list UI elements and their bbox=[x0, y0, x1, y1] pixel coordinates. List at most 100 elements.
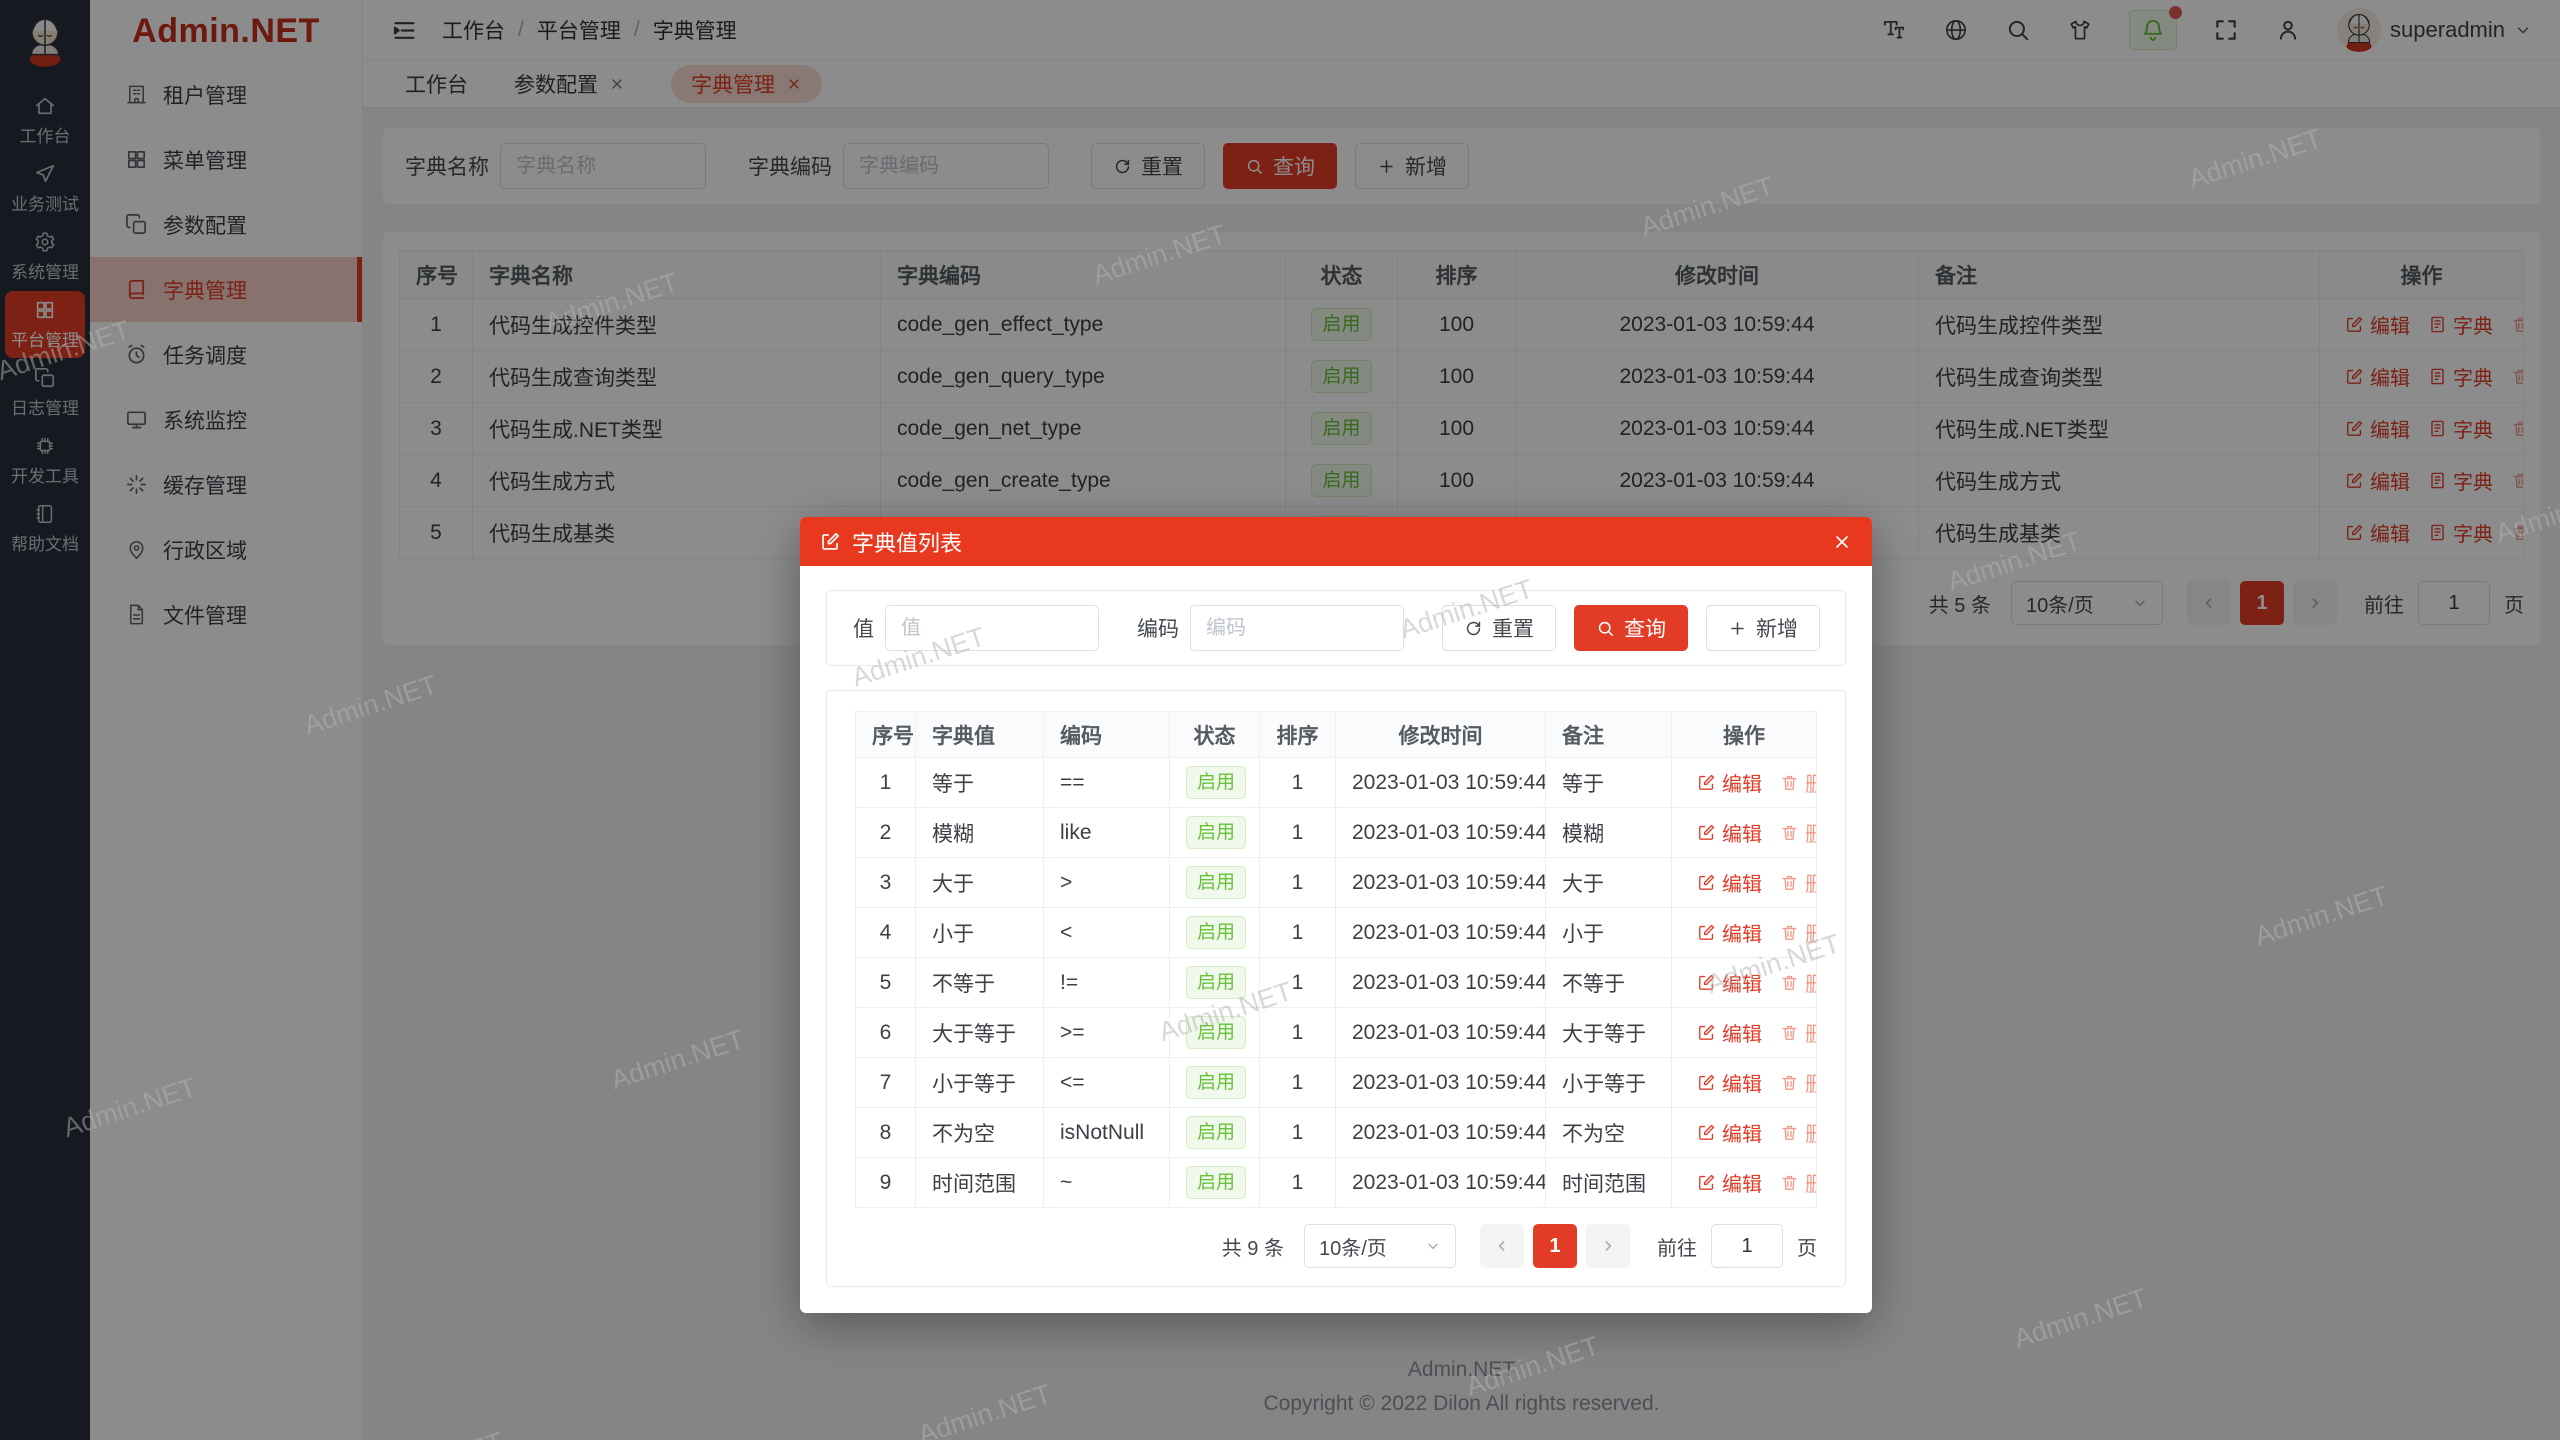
op-delete-link[interactable]: 删除 bbox=[1780, 968, 1816, 997]
page-size-select[interactable]: 10条/页 bbox=[2011, 581, 2163, 625]
tab-close-icon[interactable] bbox=[786, 76, 802, 92]
collapse-menu-icon[interactable] bbox=[391, 17, 418, 44]
prev-page-button[interactable] bbox=[2187, 581, 2231, 625]
breadcrumb-item[interactable]: 工作台 bbox=[442, 20, 505, 43]
add-button[interactable]: 新增 bbox=[1355, 143, 1469, 189]
op-delete-link[interactable]: 删除 bbox=[1780, 1068, 1816, 1097]
bell-icon[interactable] bbox=[2129, 6, 2183, 50]
shirt-icon[interactable] bbox=[2067, 17, 2093, 43]
op-edit-link[interactable]: 编辑 bbox=[2345, 466, 2410, 495]
dict-code-input[interactable] bbox=[843, 143, 1049, 189]
op-edit-link[interactable]: 编辑 bbox=[1697, 1118, 1762, 1147]
rail-item-gear[interactable]: 系统管理 bbox=[5, 223, 85, 290]
column-header: 操作 bbox=[2319, 250, 2524, 299]
op-delete-link[interactable]: 删除 bbox=[1780, 868, 1816, 897]
op-edit-link[interactable]: 编辑 bbox=[1697, 868, 1762, 897]
rail-item-send[interactable]: 业务测试 bbox=[5, 155, 85, 222]
op-delete-link[interactable]: 删除 bbox=[1780, 768, 1816, 797]
next-page-button[interactable] bbox=[2293, 581, 2337, 625]
op-edit-link[interactable]: 编辑 bbox=[2345, 414, 2410, 443]
rail-item-chip[interactable]: 开发工具 bbox=[5, 427, 85, 494]
sidebar-item-copy[interactable]: 参数配置 bbox=[90, 192, 362, 257]
tab-0[interactable]: 工作台 bbox=[405, 65, 468, 103]
op-delete-link[interactable]: 删除 bbox=[2511, 310, 2523, 339]
cell-status: 启用 bbox=[1169, 957, 1260, 1008]
op-dict-link[interactable]: 字典 bbox=[2428, 414, 2493, 443]
tab-1[interactable]: 参数配置 bbox=[514, 65, 625, 103]
sidebar-item-alarm[interactable]: 任务调度 bbox=[90, 322, 362, 387]
dict-icon bbox=[2428, 471, 2447, 490]
op-edit-link[interactable]: 编辑 bbox=[1697, 968, 1762, 997]
tab-label: 工作台 bbox=[405, 74, 468, 97]
op-delete-link[interactable]: 删除 bbox=[1780, 1018, 1816, 1047]
rail-item-home[interactable]: 工作台 bbox=[5, 87, 85, 154]
dialog-query-button[interactable]: 查询 bbox=[1574, 605, 1688, 651]
rail-item-grid[interactable]: 平台管理 bbox=[5, 291, 85, 358]
next-page-button[interactable] bbox=[1586, 1224, 1630, 1268]
tab-close-icon[interactable] bbox=[609, 76, 625, 92]
op-delete-link[interactable]: 删除 bbox=[1780, 818, 1816, 847]
sidebar-item-grid[interactable]: 菜单管理 bbox=[90, 127, 362, 192]
op-edit-link[interactable]: 编辑 bbox=[2345, 518, 2410, 547]
op-delete-link[interactable]: 删除 bbox=[1780, 1168, 1816, 1197]
op-edit-link[interactable]: 编辑 bbox=[1697, 818, 1762, 847]
sidebar-item-pin[interactable]: 行政区域 bbox=[90, 517, 362, 582]
op-edit-link[interactable]: 编辑 bbox=[1697, 918, 1762, 947]
op-dict-link[interactable]: 字典 bbox=[2428, 362, 2493, 391]
page-size-select[interactable]: 10条/页 bbox=[1304, 1224, 1456, 1268]
op-delete-link[interactable]: 删除 bbox=[1780, 918, 1816, 947]
dialog-reset-button[interactable]: 重置 bbox=[1442, 605, 1556, 651]
op-label: 编辑 bbox=[1722, 774, 1762, 796]
trash-icon bbox=[1780, 923, 1799, 942]
person-icon[interactable] bbox=[2275, 17, 2301, 43]
sidebar-item-file[interactable]: 文件管理 bbox=[90, 582, 362, 647]
op-edit-link[interactable]: 编辑 bbox=[1697, 1018, 1762, 1047]
op-delete-link[interactable]: 删除 bbox=[2511, 466, 2523, 495]
tab-label: 参数配置 bbox=[514, 74, 598, 97]
fontsize-icon[interactable] bbox=[1881, 17, 1907, 43]
op-dict-link[interactable]: 字典 bbox=[2428, 466, 2493, 495]
cell-no: 3 bbox=[855, 857, 916, 908]
tab-2[interactable]: 字典管理 bbox=[671, 65, 822, 103]
cell-remark: 等于 bbox=[1545, 757, 1672, 808]
prev-page-button[interactable] bbox=[1480, 1224, 1524, 1268]
dict-name-input[interactable] bbox=[500, 143, 706, 189]
sidebar-item-book[interactable]: 字典管理 bbox=[90, 257, 362, 322]
op-dict-link[interactable]: 字典 bbox=[2428, 310, 2493, 339]
op-edit-link[interactable]: 编辑 bbox=[2345, 310, 2410, 339]
close-icon[interactable] bbox=[1832, 532, 1852, 552]
op-edit-link[interactable]: 编辑 bbox=[1697, 768, 1762, 797]
goto-page-input[interactable] bbox=[2418, 581, 2490, 625]
op-edit-link[interactable]: 编辑 bbox=[2345, 362, 2410, 391]
op-edit-link[interactable]: 编辑 bbox=[1697, 1168, 1762, 1197]
fullscreen-icon[interactable] bbox=[2213, 17, 2239, 43]
goto-page-input[interactable] bbox=[1711, 1224, 1783, 1268]
globe-icon[interactable] bbox=[1943, 17, 1969, 43]
rail-item-notebook[interactable]: 帮助文档 bbox=[5, 495, 85, 562]
user-menu[interactable]: superadmin bbox=[2337, 8, 2532, 52]
op-delete-link[interactable]: 删除 bbox=[2511, 362, 2523, 391]
op-label: 删除 bbox=[1805, 1068, 1816, 1097]
op-dict-link[interactable]: 字典 bbox=[2428, 518, 2493, 547]
sidebar-item-tenant[interactable]: 租户管理 bbox=[90, 62, 362, 127]
page-number-button[interactable]: 1 bbox=[2240, 581, 2284, 625]
op-label: 字典 bbox=[2453, 368, 2493, 390]
op-delete-link[interactable]: 删除 bbox=[2511, 414, 2523, 443]
dialog-add-button[interactable]: 新增 bbox=[1706, 605, 1820, 651]
query-button[interactable]: 查询 bbox=[1223, 143, 1337, 189]
page-number-button[interactable]: 1 bbox=[1533, 1224, 1577, 1268]
op-edit-link[interactable]: 编辑 bbox=[1697, 1068, 1762, 1097]
breadcrumb-item[interactable]: 平台管理 bbox=[536, 20, 621, 43]
op-delete-link[interactable]: 删除 bbox=[2511, 518, 2523, 547]
rail-item-copy[interactable]: 日志管理 bbox=[5, 359, 85, 426]
status-badge: 启用 bbox=[1186, 916, 1247, 949]
search-icon[interactable] bbox=[2005, 17, 2031, 43]
value-input[interactable] bbox=[885, 605, 1099, 651]
send-icon bbox=[34, 163, 56, 185]
sidebar-item-spinner[interactable]: 缓存管理 bbox=[90, 452, 362, 517]
reset-button[interactable]: 重置 bbox=[1091, 143, 1205, 189]
breadcrumb-item[interactable]: 字典管理 bbox=[652, 20, 737, 43]
code-input[interactable] bbox=[1190, 605, 1404, 651]
op-delete-link[interactable]: 删除 bbox=[1780, 1118, 1816, 1147]
sidebar-item-monitor[interactable]: 系统监控 bbox=[90, 387, 362, 452]
